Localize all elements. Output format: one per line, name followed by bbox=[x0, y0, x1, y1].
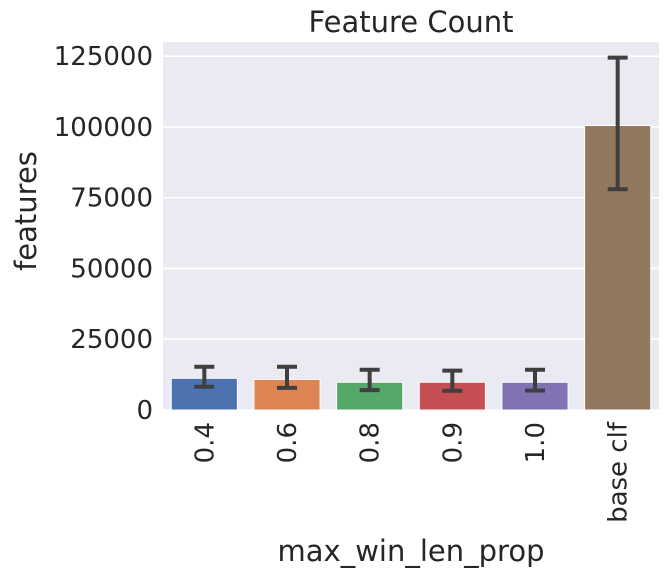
y-tick-label: 100000 bbox=[54, 113, 153, 143]
error-bar bbox=[442, 368, 463, 393]
x-tick-label: 0.9 bbox=[438, 422, 468, 463]
y-tick-label: 0 bbox=[136, 396, 153, 426]
error-bar bbox=[525, 367, 545, 393]
error-bar bbox=[359, 367, 380, 393]
y-tick-labels: 0 25000 50000 75000 100000 125000 bbox=[54, 42, 153, 426]
x-axis-label: max_win_len_prop bbox=[278, 534, 545, 568]
y-axis-label: features bbox=[9, 151, 43, 271]
y-tick-label: 50000 bbox=[70, 254, 153, 284]
x-tick-label: 1.0 bbox=[521, 422, 551, 463]
y-tick-label: 25000 bbox=[70, 325, 153, 355]
x-tick-label: 0.8 bbox=[356, 422, 386, 463]
plot-background bbox=[163, 42, 659, 410]
chart-title: Feature Count bbox=[309, 5, 514, 39]
error-bar bbox=[277, 364, 297, 390]
bars bbox=[170, 125, 652, 411]
error-bar bbox=[607, 55, 628, 192]
x-tick-label: 0.4 bbox=[190, 422, 220, 463]
y-tick-label: 75000 bbox=[70, 184, 153, 214]
x-tick-label: base clf bbox=[604, 421, 634, 523]
x-tick-label: 0.6 bbox=[273, 422, 303, 463]
error-bar bbox=[194, 364, 215, 389]
x-tick-labels: 0.4 0.6 0.8 0.9 1.0 base clf bbox=[190, 421, 633, 523]
grid-lines bbox=[163, 55, 659, 411]
error-bars bbox=[194, 55, 628, 393]
y-tick-label: 125000 bbox=[54, 42, 153, 72]
